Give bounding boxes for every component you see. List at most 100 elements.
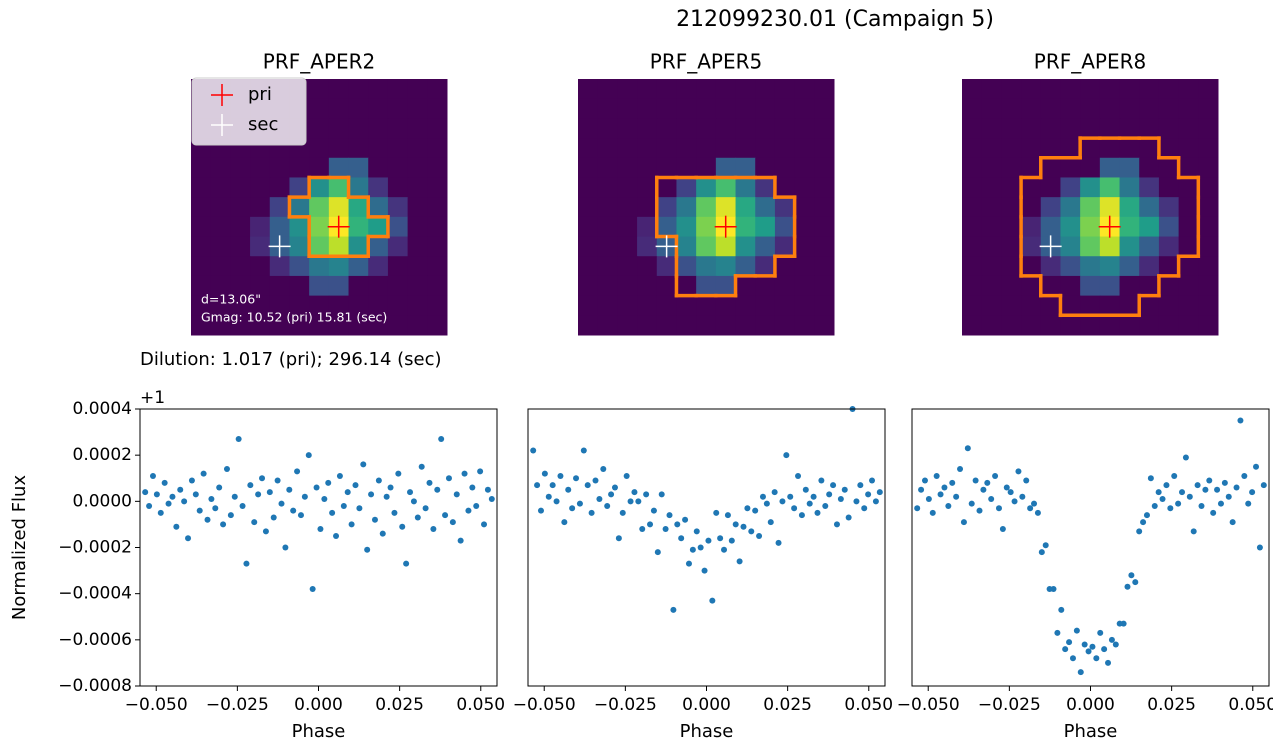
pixel [407, 79, 428, 100]
pixel [348, 275, 369, 297]
point [972, 477, 979, 484]
pixel [637, 98, 658, 119]
pixel [676, 118, 697, 139]
pixel [637, 315, 658, 336]
pixel [755, 79, 776, 100]
pixel [289, 157, 310, 178]
pixel [755, 216, 776, 238]
pixel [1060, 275, 1081, 297]
pixel [1158, 157, 1180, 178]
point [188, 477, 195, 484]
point [611, 484, 618, 491]
x-tick-label: 0.050 [456, 695, 505, 715]
pixel [191, 315, 212, 336]
pixel [1178, 138, 1199, 159]
pixel [981, 138, 1002, 159]
point [941, 484, 948, 491]
point [157, 509, 164, 516]
pixel [328, 118, 350, 139]
pixel [617, 79, 638, 100]
pixel [578, 79, 599, 100]
point [442, 512, 449, 519]
figure-title: 212099230.01 (Campaign 5) [676, 7, 994, 32]
pixel [814, 118, 835, 139]
pixel [981, 157, 1002, 178]
pixel [210, 275, 231, 297]
pixel [794, 118, 815, 139]
pixel [1198, 236, 1219, 257]
pixel [1080, 256, 1101, 277]
pixel [230, 157, 251, 178]
pixel [814, 236, 835, 257]
pixel [407, 177, 428, 198]
pixel [348, 216, 369, 238]
point [387, 484, 394, 491]
pixel [309, 177, 330, 198]
point [360, 461, 367, 468]
pixel [210, 197, 231, 218]
axes-frame [911, 408, 1270, 687]
point [220, 521, 227, 528]
pixel [814, 157, 835, 178]
pixel [328, 98, 350, 119]
pixel [578, 256, 599, 277]
pixel [1021, 315, 1042, 336]
pixel [309, 197, 330, 218]
point [1151, 502, 1158, 509]
pixel [387, 157, 409, 178]
point [783, 452, 790, 459]
pixel [269, 275, 290, 297]
point [185, 535, 192, 542]
point [736, 558, 743, 565]
pixel [962, 98, 983, 119]
point [1097, 629, 1104, 636]
pixel [1139, 157, 1160, 178]
pixel [794, 236, 815, 257]
point [553, 498, 560, 505]
point [1175, 500, 1182, 507]
pixel [1198, 118, 1219, 139]
pixel [578, 98, 599, 119]
pixel [387, 138, 409, 159]
pixel [1060, 216, 1081, 238]
pixel [774, 177, 796, 198]
point [251, 519, 258, 526]
pixel [210, 315, 231, 336]
pixel [1021, 236, 1042, 257]
point [270, 514, 277, 521]
point [918, 486, 925, 493]
pixel [1119, 138, 1140, 159]
point [1023, 477, 1030, 484]
point [787, 493, 794, 500]
pixel [1099, 197, 1121, 218]
pixel [1119, 98, 1140, 119]
pixel [1178, 275, 1199, 297]
annotation: d=13.06" [201, 292, 261, 307]
point [1034, 509, 1041, 516]
pixel [1060, 138, 1081, 159]
point [1194, 482, 1201, 489]
pixel [1001, 177, 1022, 198]
pixel [676, 197, 697, 218]
point [216, 484, 223, 491]
pixel [1178, 197, 1199, 218]
pixel [328, 275, 350, 297]
pixel [1139, 256, 1160, 277]
pixel [617, 138, 638, 159]
point [693, 528, 700, 535]
x-axis-label: Phase [1064, 721, 1118, 742]
pixel [676, 138, 697, 159]
point [1038, 549, 1045, 556]
point [488, 496, 495, 503]
caption: Dilution: 1.017 (pri); 296.14 (sec) [140, 349, 442, 370]
pixel [368, 275, 389, 297]
point [231, 493, 238, 500]
pixel [1119, 79, 1140, 100]
pixel [696, 236, 717, 257]
point [685, 560, 692, 567]
pixel [1080, 157, 1101, 178]
point [841, 486, 848, 493]
pixel [348, 157, 369, 178]
pixel [774, 315, 796, 336]
pixel [407, 275, 428, 297]
